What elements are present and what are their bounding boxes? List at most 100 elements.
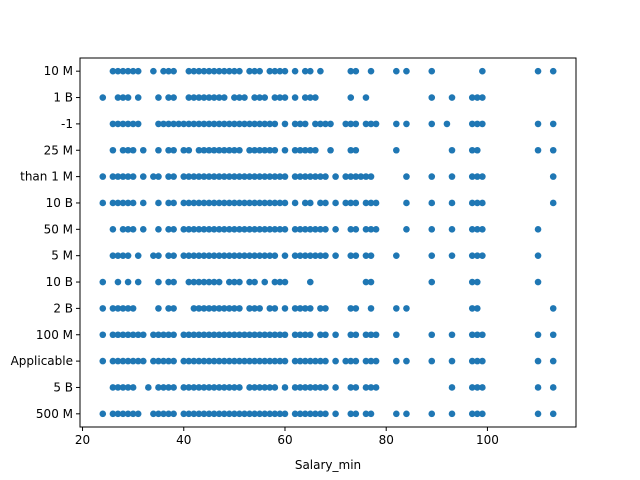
data-point — [296, 146, 304, 154]
data-point — [205, 120, 213, 128]
data-point — [220, 226, 228, 233]
data-point — [241, 94, 248, 101]
data-point — [150, 331, 157, 339]
data-point — [312, 410, 319, 418]
data-point — [342, 357, 350, 365]
data-point — [403, 67, 410, 75]
data-point — [236, 67, 243, 75]
data-point — [322, 384, 329, 391]
data-point — [231, 67, 238, 75]
data-point — [180, 357, 188, 365]
data-point — [332, 384, 339, 391]
data-point — [124, 357, 132, 365]
data-point — [468, 94, 476, 101]
data-point — [296, 252, 304, 259]
data-point — [266, 120, 274, 128]
data-point — [327, 146, 334, 154]
data-point — [549, 410, 557, 418]
data-point — [468, 278, 476, 286]
data-point — [468, 305, 476, 312]
data-point — [99, 357, 107, 365]
data-point — [256, 331, 263, 339]
data-point — [165, 67, 172, 75]
data-point — [129, 67, 137, 75]
data-point — [220, 199, 228, 207]
data-point — [119, 173, 127, 180]
y-tick-label-1: -1 — [61, 117, 73, 131]
data-point — [251, 120, 258, 128]
data-point — [281, 252, 289, 259]
data-point — [210, 146, 218, 154]
data-point — [200, 278, 208, 286]
data-point — [200, 410, 208, 418]
data-point — [165, 357, 172, 365]
data-point — [474, 199, 481, 207]
data-point — [428, 173, 436, 180]
x-tick-label-60: 60 — [277, 433, 292, 447]
data-point — [352, 173, 360, 180]
data-point — [312, 226, 319, 233]
data-point — [534, 357, 542, 365]
data-point — [114, 252, 122, 259]
data-point — [276, 199, 284, 207]
data-point — [114, 199, 122, 207]
data-point — [291, 199, 299, 207]
data-point — [271, 146, 279, 154]
data-point — [271, 305, 279, 312]
data-point — [215, 410, 223, 418]
data-point — [448, 94, 456, 101]
data-point — [534, 410, 542, 418]
data-point — [134, 357, 142, 365]
data-point — [226, 305, 233, 312]
data-point — [231, 173, 238, 180]
data-point — [534, 120, 542, 128]
data-point — [220, 173, 228, 180]
data-point — [352, 384, 360, 391]
data-point — [190, 252, 198, 259]
data-point — [256, 94, 263, 101]
data-point — [291, 410, 299, 418]
data-point — [367, 278, 375, 286]
data-point — [276, 357, 284, 365]
data-point — [534, 331, 542, 339]
data-point — [352, 252, 360, 259]
data-point — [195, 199, 203, 207]
x-tick-label-40: 40 — [176, 433, 191, 447]
data-point — [241, 331, 248, 339]
data-point — [134, 67, 142, 75]
data-point — [226, 357, 233, 365]
data-point — [352, 199, 360, 207]
data-point — [448, 173, 456, 180]
data-point — [210, 252, 218, 259]
data-point — [301, 120, 309, 128]
data-point — [281, 120, 289, 128]
data-point — [129, 305, 137, 312]
data-point — [220, 331, 228, 339]
data-point — [246, 226, 253, 233]
data-point — [215, 384, 223, 391]
data-point — [200, 146, 208, 154]
data-point — [479, 120, 486, 128]
data-point — [534, 278, 542, 286]
data-point — [155, 331, 162, 339]
data-point — [195, 357, 203, 365]
y-tick-label-10-b: 10 B — [46, 196, 73, 210]
data-point — [276, 410, 284, 418]
data-point — [256, 226, 263, 233]
data-point — [549, 357, 557, 365]
data-point — [306, 357, 314, 365]
data-point — [312, 173, 319, 180]
data-point — [114, 94, 122, 101]
data-point — [220, 384, 228, 391]
data-point — [367, 331, 375, 339]
data-point — [306, 278, 314, 286]
data-point — [185, 278, 193, 286]
data-point — [215, 357, 223, 365]
data-point — [281, 173, 289, 180]
data-point — [231, 331, 238, 339]
data-point — [347, 120, 355, 128]
data-point — [134, 120, 142, 128]
y-tick-label-10-m: 10 M — [44, 64, 73, 78]
data-point — [347, 357, 355, 365]
